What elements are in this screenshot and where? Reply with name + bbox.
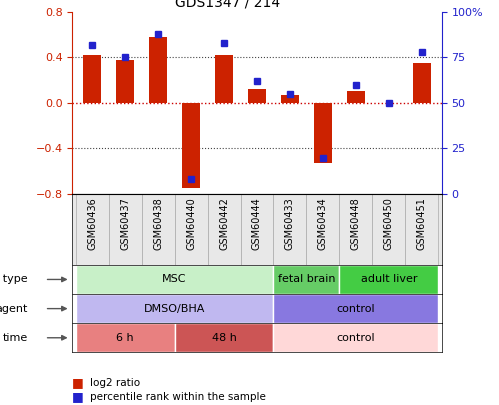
Bar <box>273 194 306 265</box>
Bar <box>281 95 299 103</box>
Text: log2 ratio: log2 ratio <box>90 378 140 388</box>
Bar <box>215 55 233 103</box>
Text: GSM60450: GSM60450 <box>384 198 394 250</box>
Bar <box>273 265 339 294</box>
Text: DMSO/BHA: DMSO/BHA <box>144 304 205 313</box>
Text: GSM60434: GSM60434 <box>318 198 328 250</box>
Bar <box>76 194 109 265</box>
Bar <box>347 92 365 103</box>
Text: GSM60448: GSM60448 <box>351 198 361 250</box>
Text: GSM60433: GSM60433 <box>285 198 295 250</box>
Title: GDS1347 / 214: GDS1347 / 214 <box>175 0 280 9</box>
Bar <box>339 265 438 294</box>
Bar <box>109 194 142 265</box>
Bar <box>116 60 134 103</box>
Bar <box>208 194 241 265</box>
Text: GSM60438: GSM60438 <box>153 198 163 250</box>
Text: adult liver: adult liver <box>361 275 417 284</box>
Text: GSM60440: GSM60440 <box>186 198 196 250</box>
Text: control: control <box>337 333 375 343</box>
Bar <box>142 194 175 265</box>
Bar <box>306 194 339 265</box>
Text: ■: ■ <box>72 390 84 403</box>
Bar <box>241 194 273 265</box>
Text: ■: ■ <box>72 376 84 389</box>
Text: GSM60436: GSM60436 <box>87 198 97 250</box>
Text: GSM60437: GSM60437 <box>120 198 130 250</box>
Bar <box>76 265 273 294</box>
Bar <box>273 294 438 323</box>
Text: GSM60444: GSM60444 <box>252 198 262 250</box>
Text: agent: agent <box>0 304 28 313</box>
Bar <box>175 323 273 352</box>
Text: 6 h: 6 h <box>116 333 134 343</box>
Bar <box>83 55 101 103</box>
Text: cell type: cell type <box>0 275 28 284</box>
Bar <box>339 194 372 265</box>
Bar <box>372 194 405 265</box>
Text: control: control <box>337 304 375 313</box>
Text: time: time <box>3 333 28 343</box>
Bar <box>76 323 175 352</box>
Text: GSM60451: GSM60451 <box>417 198 427 250</box>
Bar <box>405 194 438 265</box>
Bar <box>149 37 167 103</box>
Bar <box>76 294 273 323</box>
Bar <box>273 323 438 352</box>
Bar <box>175 194 208 265</box>
Text: MSC: MSC <box>162 275 187 284</box>
Bar <box>314 103 332 163</box>
Text: percentile rank within the sample: percentile rank within the sample <box>90 392 265 402</box>
Bar <box>182 103 200 188</box>
Bar <box>413 63 431 103</box>
Text: 48 h: 48 h <box>212 333 237 343</box>
Bar <box>248 89 266 103</box>
Text: GSM60442: GSM60442 <box>219 198 229 250</box>
Text: fetal brain: fetal brain <box>277 275 335 284</box>
